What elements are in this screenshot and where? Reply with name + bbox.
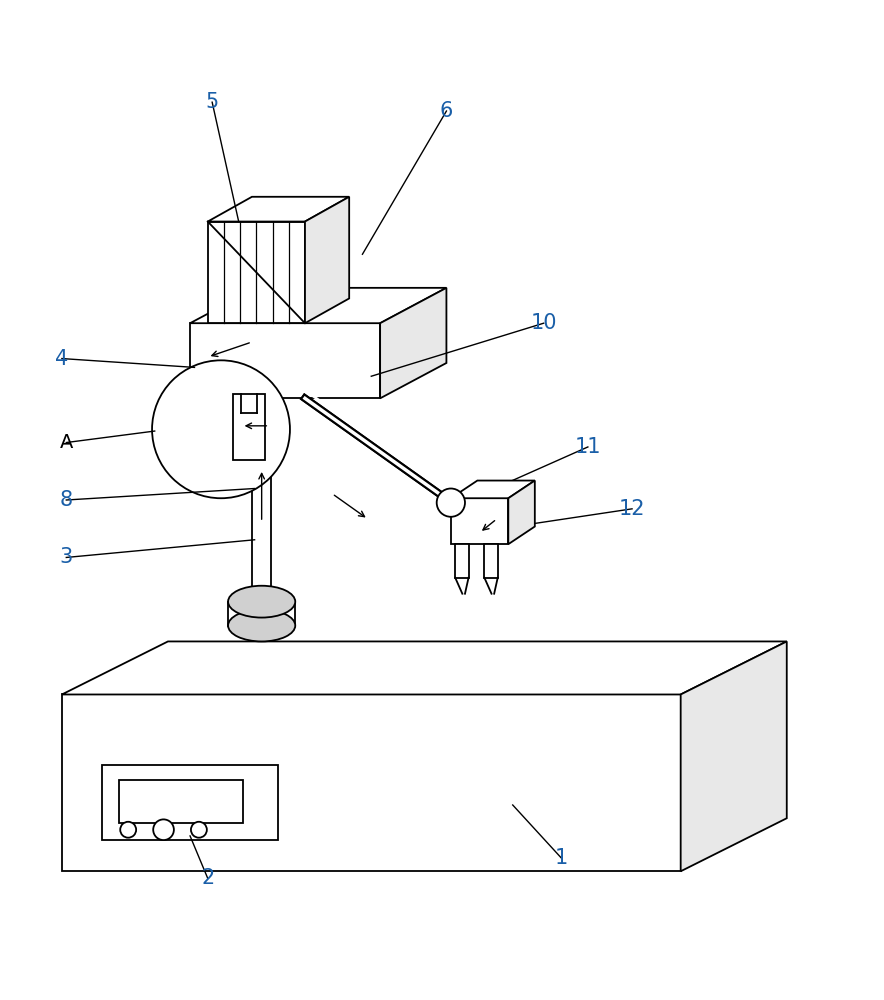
Text: 1: 1 [555, 848, 568, 868]
Polygon shape [681, 641, 787, 871]
Text: 8: 8 [60, 490, 72, 510]
Text: A: A [59, 433, 73, 452]
Text: 6: 6 [439, 101, 453, 121]
Bar [455, 544, 469, 578]
Text: 3: 3 [60, 547, 72, 567]
Text: 2: 2 [202, 868, 214, 888]
Bar [62, 694, 681, 871]
Polygon shape [208, 197, 349, 222]
Ellipse shape [228, 586, 295, 618]
Polygon shape [190, 288, 446, 323]
Text: 4: 4 [56, 349, 68, 369]
Circle shape [153, 819, 174, 840]
Bar [252, 328, 271, 615]
Polygon shape [508, 481, 535, 544]
Polygon shape [380, 288, 446, 398]
Bar [190, 323, 380, 398]
Bar [484, 544, 498, 578]
Bar [102, 765, 278, 840]
Bar [119, 780, 243, 823]
Bar [208, 222, 305, 323]
Text: 10: 10 [530, 313, 557, 333]
Text: 11: 11 [575, 437, 601, 457]
Polygon shape [451, 481, 535, 498]
Bar [451, 498, 508, 544]
Polygon shape [62, 641, 787, 694]
Circle shape [120, 822, 136, 838]
Circle shape [437, 489, 465, 517]
Circle shape [152, 360, 290, 498]
Ellipse shape [228, 610, 295, 641]
Circle shape [191, 822, 207, 838]
Bar [233, 394, 265, 460]
Polygon shape [305, 197, 349, 323]
Circle shape [156, 822, 171, 838]
Text: 5: 5 [206, 92, 218, 112]
Text: 12: 12 [619, 499, 645, 519]
